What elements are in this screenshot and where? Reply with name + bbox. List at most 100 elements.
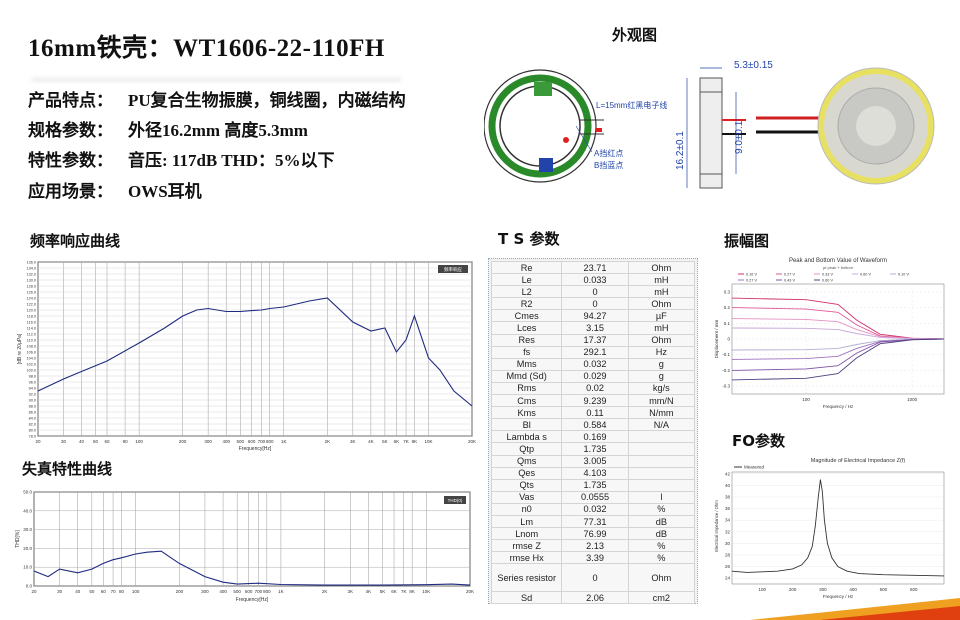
y-tick-label: -0.2 <box>722 368 730 373</box>
ts-row: fs 292.1 Hz <box>490 345 696 359</box>
x-tick-label: 400 <box>222 439 230 444</box>
y-tick-label: 126.0 <box>26 291 36 295</box>
x-tick-label: 40 <box>79 439 85 444</box>
ts-row: Rms 0.02 kg/s <box>490 381 696 396</box>
y-tick-label: 100.0 <box>26 369 36 373</box>
ts-row: Mms 0.032 g <box>490 357 696 371</box>
ts-param-name: Bl <box>490 418 563 432</box>
x-tick-label: 8K <box>409 589 415 594</box>
ts-row: R2 0 Ohm <box>490 297 696 311</box>
y-tick-label: 40.0 <box>23 508 32 513</box>
ts-param-name: Vas <box>490 490 563 504</box>
ts-row: Kms 0.11 N/mm <box>490 406 696 420</box>
y-tick-label: 0.2 <box>724 305 731 310</box>
x-tick-label: 4K <box>366 589 372 594</box>
y-tick-label: 0.1 <box>724 321 731 326</box>
ts-param-value: 0.032 <box>561 502 629 516</box>
ts-param-unit: % <box>627 502 696 516</box>
ts-param-value: 17.37 <box>561 333 629 347</box>
ts-row: Qms 3.005 <box>490 454 696 468</box>
legend-label: 频率响应 <box>444 266 462 273</box>
ts-param-name: rmse Hx <box>490 551 563 565</box>
y-tick-label: 132.0 <box>26 273 36 277</box>
ts-row: Qts 1.735 <box>490 478 696 492</box>
spec-row-characteristics: 特性参数： 音压: 117dB THD：5%以下 <box>28 151 335 170</box>
ts-param-name: n0 <box>490 502 563 516</box>
x-tick-label: 60 <box>101 589 107 594</box>
x-tick-label: 4K <box>368 439 374 444</box>
legend-label: THD(0) <box>448 498 463 503</box>
ts-param-unit: N/A <box>627 418 696 432</box>
legend-label: 0.60 V <box>822 279 833 283</box>
ts-row: n0 0.032% <box>490 502 696 516</box>
series-line <box>731 327 945 340</box>
ts-param-value: 4.103 <box>561 466 629 480</box>
y-tick-label: 112.0 <box>27 333 36 337</box>
spec-row-features: 产品特点： PU复合生物振膜，铜线圈，内磁结构 <box>28 91 406 110</box>
chart-title: Peak and Bottom Value of Waveform <box>789 258 887 264</box>
x-tick-label: 8K <box>412 439 418 444</box>
y-tick-label: 38 <box>725 495 731 500</box>
ts-param-unit: mm/N <box>627 394 696 408</box>
ts-heading: T S 参数 <box>498 230 560 248</box>
ts-row: Sd 2.06 cm2 <box>490 591 696 605</box>
y-tick-label: 34 <box>725 518 731 523</box>
x-tick-label: 30 <box>61 439 67 444</box>
x-tick-label: 50 <box>93 439 99 444</box>
ts-param-name: Lm <box>490 514 563 529</box>
x-tick-label: 50 <box>89 589 95 594</box>
plot-frame <box>731 471 945 585</box>
side-view <box>686 67 746 189</box>
y-tick-label: 118.0 <box>27 315 36 319</box>
ts-param-unit <box>627 466 696 480</box>
ts-row: Lces 3.15 mH <box>490 321 696 335</box>
ts-row: Mmd (Sd) 0.029 g <box>490 369 696 383</box>
y-tick-label: 42 <box>725 471 731 476</box>
x-tick-label: 200 <box>176 589 184 594</box>
ts-row: Series resistor 0 Ohm <box>490 563 696 593</box>
label-a: A挡红点 <box>594 148 623 158</box>
y-tick-label: 36 <box>725 506 731 511</box>
legend-box <box>444 496 466 504</box>
x-tick-label: 10K <box>422 589 430 594</box>
amplitude-heading: 振幅图 <box>724 232 770 250</box>
ts-param-value: 0.169 <box>561 430 629 444</box>
chart-title: Magnitude of Electrical Impedance Z(f) <box>811 458 906 464</box>
x-tick-label: 30 <box>57 589 63 594</box>
ts-param-value: 0.11 <box>561 406 629 420</box>
x-tick-label: 400 <box>849 587 857 592</box>
ts-param-value: 2.06 <box>561 591 629 605</box>
x-tick-label: 600 <box>910 587 918 592</box>
x-tick-label: 2K <box>325 439 331 444</box>
y-tick-label: 82.0 <box>29 423 36 427</box>
ts-param-unit: Hz <box>627 345 696 359</box>
ts-param-name: Le <box>490 273 563 287</box>
ts-param-unit: mH <box>627 273 696 287</box>
chart-subtitle: µf peak + bottom <box>823 265 854 270</box>
x-tick-label: 800 <box>263 589 271 594</box>
ts-param-name: Series resistor <box>490 563 563 593</box>
y-tick-label: -0.3 <box>722 384 730 389</box>
y-tick-label: 90.0 <box>29 399 36 403</box>
y-tick-label: 84.0 <box>29 417 36 421</box>
spec-row-application: 应用场景： OWS耳机 <box>28 182 202 201</box>
ts-param-value: 292.1 <box>561 345 629 359</box>
ts-param-unit: mH <box>627 285 696 299</box>
ts-param-unit: g <box>627 357 696 371</box>
ts-param-name: Mmd (Sd) <box>490 369 563 383</box>
ts-row: Lnom 76.99 dB <box>490 527 696 541</box>
ts-param-name: Mms <box>490 357 563 371</box>
x-tick-label: 800 <box>266 439 274 444</box>
product-photo <box>756 67 935 185</box>
ts-row: Vas 0.0555 l <box>490 490 696 504</box>
ts-param-unit: N/mm <box>627 406 696 420</box>
ts-param-name: Qtp <box>490 442 563 456</box>
x-tick-label: 3K <box>348 589 354 594</box>
ts-param-unit: cm2 <box>627 591 696 605</box>
x-tick-label: 1K <box>281 439 287 444</box>
x-tick-label: 500 <box>880 587 888 592</box>
ts-param-unit: g <box>627 369 696 383</box>
x-tick-label: 20K <box>466 589 474 594</box>
y-tick-label: 78.0 <box>29 435 36 439</box>
x-tick-label: 200 <box>789 587 797 592</box>
